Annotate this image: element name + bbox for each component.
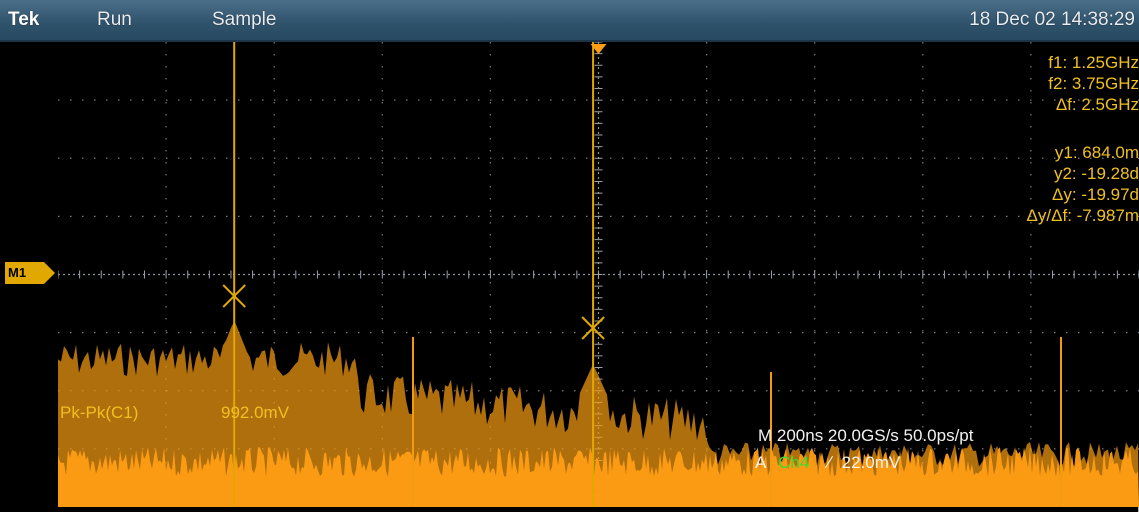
trigger-position-icon	[590, 44, 607, 54]
math-reference-marker[interactable]: M1	[5, 262, 55, 284]
cursor-y2-marker	[581, 316, 605, 340]
measurement-name: Pk-Pk(C1)	[60, 403, 139, 422]
spectrum-envelope	[58, 322, 1139, 507]
brand-label: Tek	[8, 9, 40, 30]
date-time: 18 Dec 02 14:38:29	[969, 9, 1135, 30]
cursor-delta-y-readout: Δy: -19.97d	[1052, 185, 1139, 204]
measurement-value: 992.0mV	[221, 403, 290, 422]
cursor-f1-readout: f1: 1.25GHz	[1048, 53, 1139, 72]
trigger-channel: Ch4	[778, 453, 810, 472]
cursor-y1-marker	[222, 284, 246, 308]
trigger-slope-icon: ∕	[828, 453, 831, 472]
cursor-delta-f-readout: Δf: 2.5GHz	[1055, 95, 1139, 114]
cursor-y2-readout: y2: -19.28d	[1053, 164, 1139, 183]
cursor-slope-readout: Δy/Δf: -7.987m	[1026, 206, 1139, 225]
trigger-readout: A Ch4 ∕ 22.0mV	[755, 453, 900, 473]
trigger-prefix: A	[755, 453, 766, 472]
acquisition-mode[interactable]: Sample	[212, 9, 277, 30]
status-bar: Tek Run Sample 18 Dec 02 14:38:29	[0, 0, 1139, 42]
cursor-f2-readout: f2: 3.75GHz	[1048, 74, 1139, 93]
waveform-plot	[58, 42, 1139, 507]
cursor-y1-readout: y1: 684.0m	[1054, 143, 1139, 162]
acquisition-state[interactable]: Run	[97, 9, 132, 30]
trigger-level: 22.0mV	[841, 453, 901, 472]
cursor-lines[interactable]	[222, 42, 607, 507]
timebase-readout: M 200ns 20.0GS/s 50.0ps/pt	[758, 426, 974, 445]
waveform-area[interactable]: f1: 1.25GHz f2: 3.75GHz Δf: 2.5GHz y1: 6…	[58, 42, 1139, 507]
spectrum-trace	[58, 322, 1139, 507]
noise-floor	[58, 447, 1139, 507]
